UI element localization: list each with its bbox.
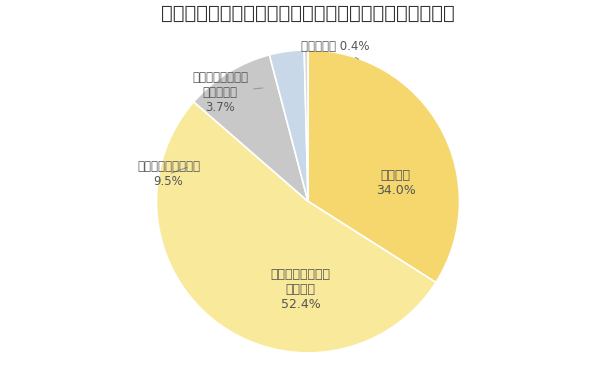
Text: 重視する
34.0%: 重視する 34.0%: [376, 169, 416, 197]
Text: 重視しない 0.4%: 重視しない 0.4%: [301, 40, 370, 59]
Text: どちらとも言えない
9.5%: どちらとも言えない 9.5%: [137, 160, 200, 188]
Wedge shape: [304, 50, 308, 201]
Text: どちらかと言えば
重視する
52.4%: どちらかと言えば 重視する 52.4%: [270, 268, 330, 311]
Wedge shape: [308, 50, 460, 282]
Wedge shape: [193, 55, 308, 201]
Title: 就職活動において、「企業の成長性」を重視しますか？: 就職活動において、「企業の成長性」を重視しますか？: [161, 4, 455, 23]
Text: どちらかと言えば
重視しない
3.7%: どちらかと言えば 重視しない 3.7%: [192, 71, 263, 114]
Wedge shape: [269, 50, 308, 201]
Wedge shape: [156, 102, 436, 353]
